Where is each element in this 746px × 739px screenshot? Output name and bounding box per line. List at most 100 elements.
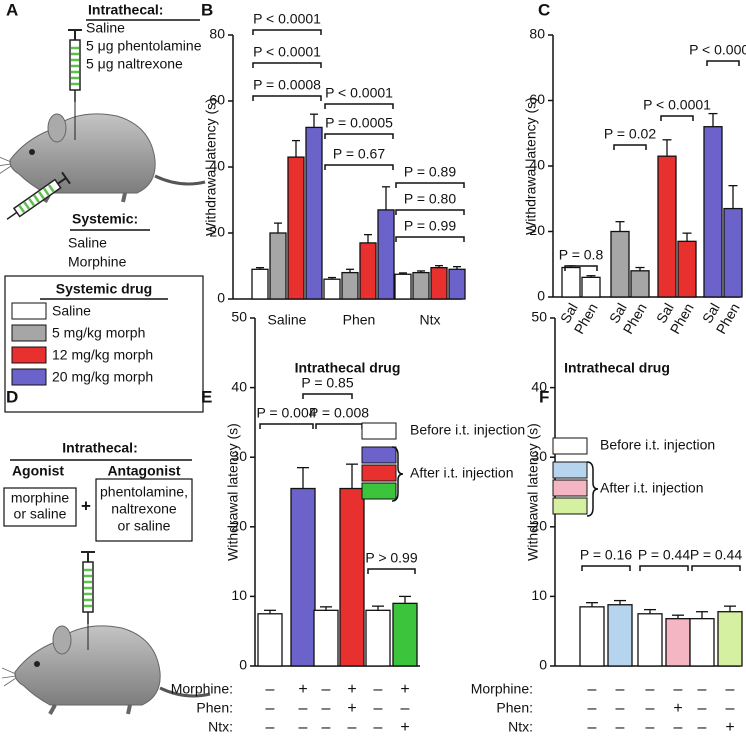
legend-title: Systemic drug <box>56 281 152 297</box>
row-sign: – <box>322 719 331 736</box>
box-text: morphine <box>11 490 70 506</box>
y-tick-label: 10 <box>531 587 547 603</box>
bracket <box>252 62 322 68</box>
bar <box>630 270 650 298</box>
bar <box>448 268 466 300</box>
bracket <box>324 133 394 139</box>
row-sign: – <box>698 700 707 717</box>
row-sign: – <box>266 681 275 698</box>
intrathecal-item: 5 μg naltrexone <box>86 56 183 72</box>
legend-swatch <box>552 497 588 515</box>
row-sign: + <box>673 700 682 717</box>
x-tick-label: Saline <box>268 312 307 328</box>
p-value: P = 0.008 <box>309 405 369 421</box>
row-sign: – <box>348 719 357 736</box>
row-sign: – <box>588 719 597 736</box>
row-sign: – <box>299 719 308 736</box>
p-value: P < 0.0001 <box>689 42 746 58</box>
bar <box>657 155 677 298</box>
y-tick-label: 20 <box>209 224 225 240</box>
bracket <box>259 423 314 429</box>
p-value: P = 0.8 <box>559 247 604 263</box>
bar <box>581 276 601 298</box>
antagonist-label: Antagonist <box>107 463 180 479</box>
bar <box>430 266 448 300</box>
bracket <box>252 29 322 35</box>
y-tick-label: 40 <box>529 157 545 173</box>
x-axis-title: Intrathecal drug <box>295 360 401 376</box>
syringe-icon <box>79 550 97 626</box>
legend-swatch <box>361 482 397 500</box>
bracket <box>395 209 465 215</box>
legend-label: 5 mg/kg morph <box>52 325 145 341</box>
row-sign: – <box>374 681 383 698</box>
row-sign: + <box>298 681 307 698</box>
bar <box>703 126 723 298</box>
y-axis-title: Withdrawal latency (s) <box>523 97 539 235</box>
bracket <box>324 103 394 109</box>
y-axis-title: Withdrawal latency (s) <box>203 98 219 236</box>
p-value: P = 0.0008 <box>253 77 321 93</box>
y-axis-title: Withdrawal latency (s) <box>225 423 241 561</box>
y-tick-label: 10 <box>231 587 247 603</box>
p-value: P = 0.67 <box>333 146 386 162</box>
bracket <box>252 95 322 101</box>
p-value: P < 0.0001 <box>253 44 321 60</box>
legend-label: Saline <box>52 303 91 319</box>
bar <box>305 126 323 300</box>
bracket <box>395 182 465 188</box>
bar <box>412 271 430 300</box>
row-sign: + <box>400 719 409 736</box>
y-tick-label: 40 <box>531 378 547 394</box>
bracket <box>302 393 353 399</box>
row-sign: + <box>347 681 356 698</box>
box-text: or saline <box>14 506 67 522</box>
y-tick-label: 80 <box>209 26 225 42</box>
p-value: P = 0.44 <box>690 547 743 563</box>
bracket <box>367 568 416 574</box>
bar <box>323 278 341 300</box>
panel-label: C <box>538 0 550 19</box>
y-tick-label: 20 <box>529 222 545 238</box>
row-sign: – <box>726 700 735 717</box>
legend-swatch <box>11 346 47 364</box>
legend-swatch <box>11 324 47 342</box>
legend-box <box>4 275 204 413</box>
bracket <box>395 236 465 242</box>
bar <box>290 487 316 667</box>
row-label: Ntx: <box>208 719 233 735</box>
p-value: P = 0.02 <box>604 126 657 142</box>
plus: + <box>81 496 91 515</box>
row-sign: – <box>588 681 597 698</box>
row-label: Phen: <box>196 700 233 716</box>
p-value: P = 0.85 <box>301 375 354 391</box>
box-text: phentolamine, <box>100 484 188 500</box>
legend-swatch <box>552 479 588 497</box>
legend-swatch <box>361 422 397 440</box>
bar <box>313 609 339 667</box>
bracket <box>706 60 740 66</box>
p-value: P < 0.0001 <box>253 11 321 27</box>
row-sign: – <box>374 700 383 717</box>
row-sign: – <box>266 700 275 717</box>
intrathecal-item: 5 μg phentolamine <box>86 38 202 54</box>
legend-label: Before i.t. injection <box>410 422 525 438</box>
diagram-title: Intrathecal: <box>62 440 137 456</box>
legend-swatch <box>11 302 47 320</box>
row-sign: – <box>616 681 625 698</box>
bar <box>717 611 743 667</box>
legend-swatch <box>552 437 588 455</box>
row-sign: + <box>347 700 356 717</box>
bar <box>257 613 283 667</box>
legend-label: 12 mg/kg morph <box>52 347 153 363</box>
agonist-label: Agonist <box>12 463 64 479</box>
bar <box>287 156 305 300</box>
bar <box>251 268 269 300</box>
bracket <box>564 265 598 271</box>
systemic-item: Morphine <box>68 254 127 270</box>
bar <box>359 242 377 300</box>
y-axis-title: Withdrawal latency (s) <box>525 423 541 561</box>
row-sign: – <box>374 719 383 736</box>
bar <box>610 230 630 298</box>
